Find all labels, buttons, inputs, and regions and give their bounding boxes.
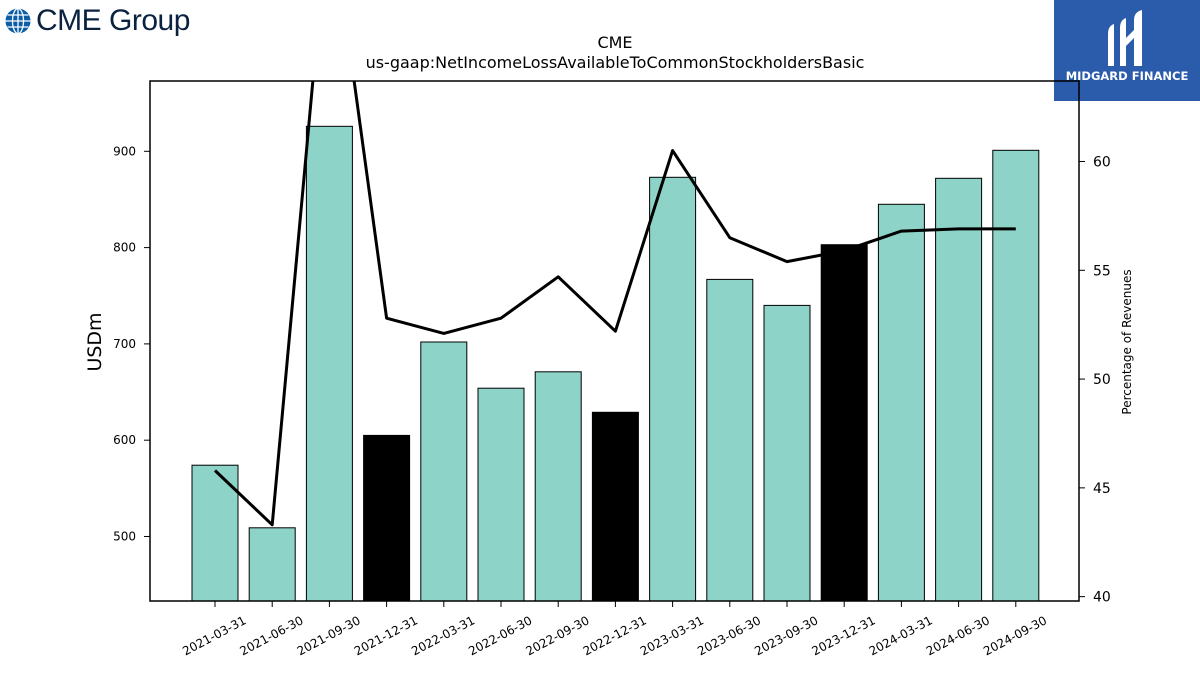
bar-series <box>191 125 1040 602</box>
bar-2024-03-31 <box>877 203 925 602</box>
bar-2021-09-30 <box>305 125 353 602</box>
y2-tick-label: 60 <box>1093 155 1111 171</box>
bar-2022-03-31 <box>420 341 468 602</box>
y-axis-label: USDm <box>84 312 106 371</box>
y2-tick-label: 45 <box>1093 481 1111 497</box>
chart-subtitle: us-gaap:NetIncomeLossAvailableToCommonSt… <box>366 53 865 72</box>
y2-tick-label: 55 <box>1093 263 1111 279</box>
x-tick-label: 2024-09-30 <box>981 613 1049 658</box>
bar-2024-06-30 <box>935 177 983 602</box>
x-tick-label: 2023-09-30 <box>752 613 820 658</box>
x-tick-label: 2024-06-30 <box>924 613 992 658</box>
cme-group-logo: CME Group <box>4 4 190 38</box>
x-tick-label: 2022-06-30 <box>466 613 534 658</box>
bar-2022-06-30 <box>477 387 525 602</box>
x-tick-label: 2022-12-31 <box>581 613 649 658</box>
bar-2021-06-30 <box>248 527 296 602</box>
x-tick-label: 2024-03-31 <box>867 613 935 658</box>
midgard-emblem-icon <box>1108 10 1142 66</box>
midgard-finance-name: MIDGARD FINANCE <box>1065 69 1189 83</box>
bar-2024-09-30 <box>992 149 1040 602</box>
y2-tick-label: 50 <box>1093 372 1111 388</box>
x-tick-label: 2021-03-31 <box>180 613 248 658</box>
bar-2021-12-31 <box>363 434 411 602</box>
midgard-finance-logo: MIDGARD FINANCE <box>1054 0 1200 101</box>
bar-2023-09-30 <box>763 304 811 602</box>
bar-2023-03-31 <box>649 176 697 602</box>
y2-tick-label: 40 <box>1093 590 1111 606</box>
bar-2022-12-31 <box>591 411 639 602</box>
x-tick-label: 2023-12-31 <box>809 613 877 658</box>
y-tick-label: 800 <box>113 241 136 255</box>
x-tick-label: 2021-12-31 <box>352 613 420 658</box>
line-series <box>213 81 1016 527</box>
y2-axis-label: Percentage of Revenues <box>1120 269 1134 414</box>
cme-group-wordmark: CME Group <box>36 4 190 37</box>
bar-2023-06-30 <box>706 278 754 602</box>
x-tick-label: 2023-06-30 <box>695 613 763 658</box>
x-tick-label: 2023-03-31 <box>638 613 706 658</box>
chart-title: CME <box>597 33 632 52</box>
y-tick-label: 500 <box>113 529 136 543</box>
bar-2023-12-31 <box>820 244 868 602</box>
y-tick-label: 700 <box>113 337 136 351</box>
x-tick-label: 2021-06-30 <box>237 613 305 658</box>
x-tick-label: 2021-09-30 <box>295 613 363 658</box>
y-tick-label: 600 <box>113 433 136 447</box>
left-axis-ticks: 500 600 700 800 900 <box>113 144 150 543</box>
bar-2022-09-30 <box>534 371 582 602</box>
y-tick-label: 900 <box>113 144 136 158</box>
x-tick-label: 2022-09-30 <box>523 613 591 658</box>
right-axis-ticks: 40 45 50 55 60 <box>1079 155 1111 606</box>
x-tick-label: 2022-03-31 <box>409 613 477 658</box>
bar-2021-03-31 <box>191 464 239 602</box>
plot-frame <box>149 80 1080 602</box>
globe-icon <box>5 7 31 35</box>
x-axis-ticks: 2021-03-312021-06-302021-09-302021-12-31… <box>180 601 1049 658</box>
